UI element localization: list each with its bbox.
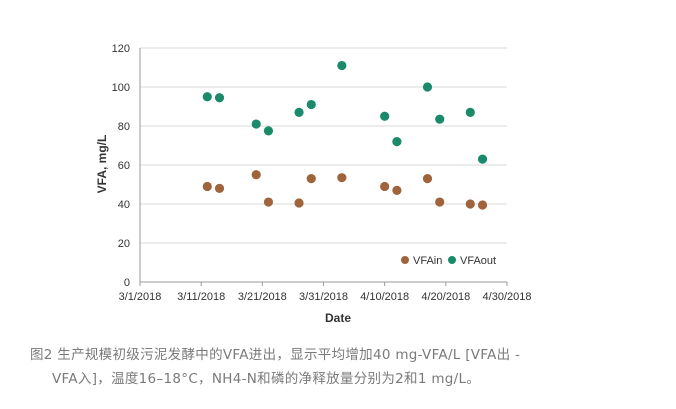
vfa-scatter-chart: 0 20 40 60 80 100 120 3/1/2018 3/11/2018 3/21/20… — [95, 43, 532, 325]
series-vfain — [202, 170, 488, 210]
y-tick-label: 20 — [118, 238, 130, 250]
data-point-vfaout — [214, 93, 225, 103]
x-tick-labels: 3/1/2018 3/11/2018 3/21/2018 3/31/2018 4/10/… — [119, 291, 532, 303]
legend-marker-vfain — [401, 256, 409, 264]
data-point-vfaout — [477, 154, 488, 164]
data-point-vfain — [337, 173, 347, 183]
data-point-vfaout — [251, 119, 261, 129]
data-point-vfaout — [422, 82, 433, 92]
data-point-vfain — [263, 197, 274, 207]
y-tick-label: 80 — [118, 121, 130, 133]
y-tick-labels: 0 20 40 60 80 100 120 — [112, 43, 130, 289]
data-point-vfain — [435, 197, 445, 207]
y-tick-label: 120 — [112, 43, 130, 55]
data-point-vfaout — [392, 137, 402, 147]
caption-line-2: VFA入]，温度16–18°C，NH4-N和磷的净释放量分别为2和1 mg/L。 — [52, 371, 481, 387]
x-tick-label: 3/1/2018 — [119, 291, 162, 303]
y-tick-label: 60 — [118, 160, 130, 172]
x-tick-label: 4/20/2018 — [421, 291, 470, 303]
legend-label-vfaout: VFAout — [460, 255, 496, 267]
y-tick-label: 40 — [118, 199, 130, 211]
axes — [139, 48, 508, 286]
data-point-vfain — [214, 183, 225, 193]
data-point-vfaout — [263, 126, 274, 136]
data-point-vfain — [294, 198, 304, 208]
x-tick-label: 3/11/2018 — [177, 291, 225, 303]
y-axis-label: VFA, mg/L — [95, 135, 109, 194]
data-point-vfain — [251, 170, 261, 180]
data-point-vfaout — [202, 92, 212, 102]
series-vfaout — [202, 60, 488, 164]
data-point-vfaout — [337, 60, 347, 71]
caption-line-1: 图2 生产规模初级污泥发酵中的VFA进出，显示平均增加40 mg-VFA/L [… — [30, 347, 521, 363]
gridlines — [140, 47, 507, 244]
data-points — [202, 60, 488, 210]
data-point-vfaout — [380, 111, 390, 121]
data-point-vfain — [422, 174, 433, 184]
legend-label-vfain: VFAin — [413, 255, 442, 267]
data-point-vfain — [392, 185, 402, 195]
data-point-vfain — [380, 181, 390, 192]
data-point-vfaout — [465, 107, 475, 117]
y-tick-label: 100 — [112, 82, 130, 94]
x-tick-label: 3/31/2018 — [299, 291, 348, 303]
legend-marker-vfaout — [448, 256, 456, 264]
x-tick-label: 4/10/2018 — [360, 291, 409, 303]
data-point-vfaout — [306, 99, 316, 110]
data-point-vfain — [477, 200, 488, 210]
data-point-vfaout — [435, 114, 445, 124]
data-point-vfain — [465, 199, 475, 209]
figure-caption: 图2 生产规模初级污泥发酵中的VFA进出，显示平均增加40 mg-VFA/L [… — [30, 343, 655, 391]
x-tick-label: 4/30/2018 — [483, 291, 532, 303]
legend: VFAin VFAout — [401, 255, 496, 267]
data-point-vfaout — [294, 107, 304, 117]
data-point-vfain — [306, 174, 316, 184]
data-point-vfain — [202, 181, 212, 192]
y-tick-label: 0 — [124, 277, 130, 289]
x-axis-label: Date — [325, 311, 351, 325]
x-tick-label: 3/21/2018 — [238, 291, 287, 303]
